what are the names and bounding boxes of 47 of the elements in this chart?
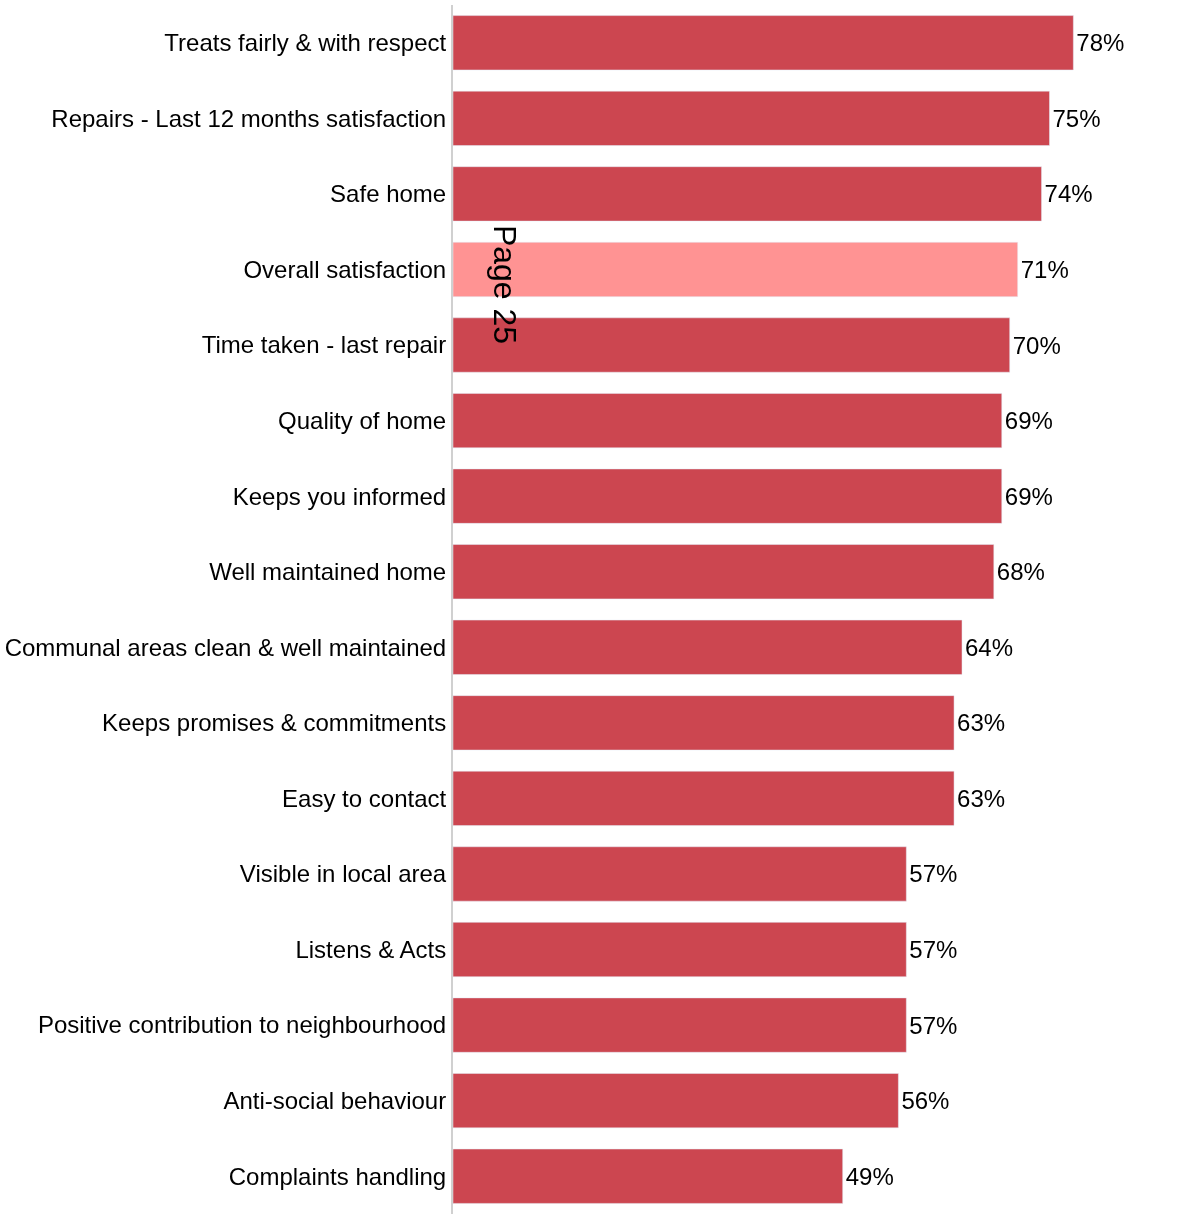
bar [453, 544, 995, 600]
data-label: 78% [1076, 29, 1125, 57]
data-label: 69% [1004, 407, 1053, 435]
y-tick-label: Well maintained home [209, 558, 447, 586]
bar [453, 15, 1074, 71]
y-tick-label: Safe home [330, 180, 447, 208]
data-label: 69% [1004, 482, 1053, 510]
y-tick-label: Complaints handling [228, 1162, 447, 1190]
data-label: 71% [1020, 255, 1069, 283]
bar [453, 695, 955, 751]
y-tick-label: Visible in local area [239, 860, 447, 888]
y-tick-label: Overall satisfaction [243, 255, 447, 283]
bar [453, 846, 907, 902]
y-tick-label: Listens & Acts [295, 935, 447, 963]
data-label: 57% [909, 1011, 958, 1039]
data-label: 57% [909, 936, 958, 964]
y-tick-label: Positive contribution to neighbourhood [37, 1011, 447, 1039]
data-label: 75% [1052, 104, 1101, 132]
bar [453, 922, 907, 977]
bar [453, 90, 1050, 146]
y-tick-label: Easy to contact [282, 784, 447, 812]
data-label: 64% [965, 633, 1014, 661]
data-label: 56% [901, 1087, 950, 1115]
data-label: 68% [996, 558, 1045, 586]
bar [453, 1148, 843, 1204]
annotation: Page 25 [487, 224, 524, 345]
data-label: 63% [957, 709, 1006, 737]
y-tick-label: Keeps promises & commitments [102, 709, 447, 737]
data-label: 70% [1012, 331, 1061, 359]
y-tick-label: Keeps you informed [232, 482, 447, 510]
y-tick-label: Anti-social behaviour [223, 1087, 447, 1115]
bar [453, 770, 955, 826]
data-label: 74% [1044, 180, 1093, 208]
y-tick-label: Communal areas clean & well maintained [4, 633, 447, 661]
data-label: 49% [845, 1162, 894, 1190]
y-tick-label: Repairs - Last 12 months satisfaction [51, 104, 447, 132]
y-tick-label: Time taken - last repair [201, 331, 447, 359]
bar [453, 468, 1003, 524]
bar [453, 393, 1003, 449]
data-label: 57% [909, 860, 958, 888]
bar [453, 997, 907, 1053]
data-label: 63% [957, 784, 1006, 812]
bar [453, 619, 963, 675]
y-tick-label: Treats fairly & with respect [164, 29, 447, 57]
bar [453, 166, 1042, 222]
y-tick-label: Quality of home [278, 406, 447, 434]
bar [453, 1073, 899, 1129]
